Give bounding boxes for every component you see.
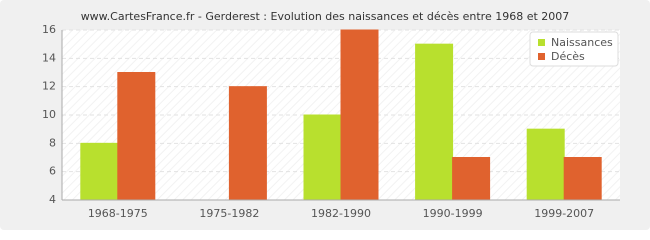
bar [117,72,156,201]
bar [340,29,379,201]
y-tick-label: 4 [49,193,56,206]
legend-label: Naissances [551,36,613,49]
legend-label: Décès [551,50,585,63]
bar [80,142,119,201]
x-tick-label: 1968-1975 [88,207,148,220]
chart: www.CartesFrance.fr - Gerderest : Evolut… [0,0,650,230]
y-tick-label: 6 [49,165,56,178]
x-tick-label: 1982-1990 [311,207,371,220]
bar [563,157,602,201]
bar [526,128,565,201]
legend-swatch [538,53,545,60]
bar [228,86,267,201]
bar [415,43,454,201]
y-tick-label: 16 [42,23,56,36]
bar [303,114,342,201]
bar [452,157,491,201]
chart-title: www.CartesFrance.fr - Gerderest : Evolut… [81,10,570,23]
y-tick-label: 12 [42,80,56,93]
y-tick-label: 8 [49,136,56,149]
legend-swatch [538,39,545,46]
x-tick-label: 1990-1999 [423,207,483,220]
y-tick-label: 10 [42,108,56,121]
x-tick-label: 1999-2007 [534,207,594,220]
x-tick-label: 1975-1982 [199,207,259,220]
page: www.CartesFrance.fr - Gerderest : Evolut… [0,0,650,230]
legend-box [529,31,619,67]
y-tick-label: 14 [42,51,56,64]
